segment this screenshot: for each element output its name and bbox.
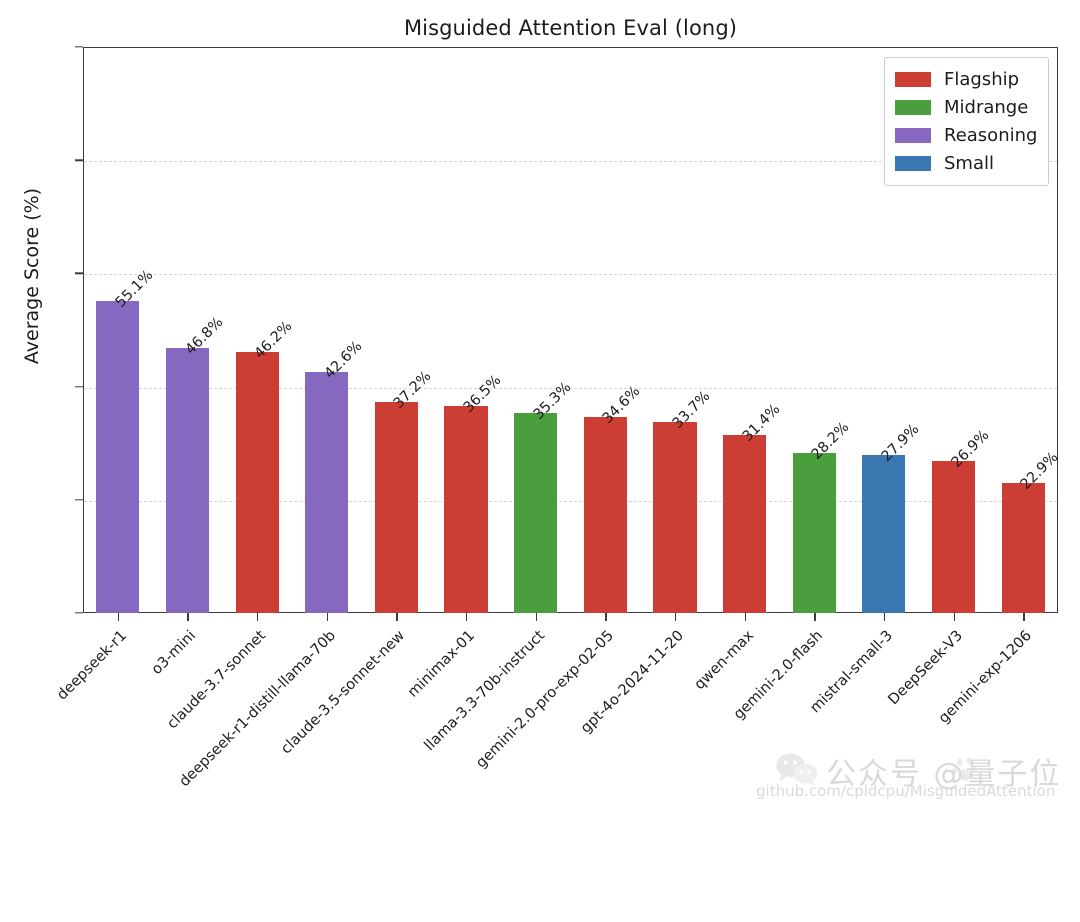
- bar: [96, 301, 140, 613]
- legend-item-reasoning: Reasoning: [895, 121, 1037, 149]
- x-tick-mark: [326, 613, 329, 621]
- chart-legend: Flagship Midrange Reasoning Small: [884, 57, 1050, 186]
- bar: [165, 348, 210, 613]
- bar: [305, 371, 349, 613]
- x-tick-mark: [396, 613, 398, 621]
- y-tick-mark: [75, 385, 83, 388]
- gridline: [84, 387, 1057, 389]
- x-tick-mark: [187, 613, 189, 621]
- y-tick-mark: [75, 612, 83, 614]
- x-tick-mark: [117, 613, 120, 621]
- watermark-cn-text: 公众号 @量子位: [826, 757, 1062, 792]
- gridline: [84, 500, 1057, 502]
- x-tick-mark: [744, 613, 746, 621]
- legend-label: Reasoning: [944, 124, 1038, 146]
- bar: [514, 413, 558, 613]
- x-tick-mark: [466, 613, 468, 621]
- chart-figure: Misguided Attention Eval (long) Average …: [21, 16, 1062, 800]
- chart-title: Misguided Attention Eval (long): [403, 16, 738, 40]
- bar: [723, 435, 767, 613]
- bar: [862, 455, 906, 613]
- bar: [1001, 483, 1045, 613]
- x-tick-mark: [1023, 613, 1025, 621]
- bar: [235, 351, 279, 613]
- legend-swatch: [895, 99, 931, 115]
- x-tick-mark: [814, 613, 816, 621]
- gridline: [84, 274, 1057, 276]
- baidu-paw-icon: du: [952, 757, 977, 781]
- legend-label: Small: [944, 152, 994, 174]
- legend-item-small: Small: [895, 149, 1037, 177]
- bar: [792, 453, 836, 613]
- legend-swatch: [895, 127, 931, 143]
- x-tick-mark: [953, 613, 955, 621]
- x-tick-mark: [535, 613, 538, 621]
- bar: [444, 406, 488, 613]
- y-tick-mark: [75, 272, 83, 275]
- gridline: [84, 161, 1057, 163]
- y-tick-mark: [75, 46, 83, 48]
- legend-label: Flagship: [944, 68, 1020, 90]
- y-tick-mark: [75, 499, 83, 501]
- legend-swatch: [895, 71, 931, 87]
- x-tick-mark: [605, 613, 607, 621]
- legend-item-flagship: Flagship: [895, 65, 1037, 93]
- bar: [583, 417, 627, 613]
- y-tick-mark: [75, 159, 83, 161]
- x-tick-mark: [257, 613, 259, 621]
- bar: [931, 460, 976, 613]
- legend-swatch: [895, 155, 931, 171]
- x-tick-mark: [674, 613, 677, 621]
- legend-label: Midrange: [944, 96, 1029, 118]
- legend-item-midrange: Midrange: [895, 93, 1037, 121]
- x-tick-mark: [883, 613, 886, 621]
- bar: [653, 422, 697, 613]
- bar: [374, 402, 418, 613]
- y-axis-label: Average Score (%): [21, 187, 43, 365]
- svg-text:du: du: [961, 771, 971, 780]
